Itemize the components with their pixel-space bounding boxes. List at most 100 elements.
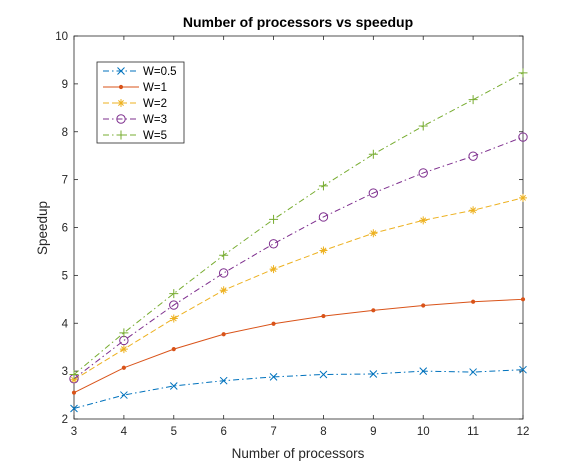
- data-point: [319, 370, 328, 379]
- x-tick-label: 6: [220, 426, 226, 438]
- data-point: [121, 365, 126, 370]
- series-W=2: [70, 193, 527, 384]
- legend-entry: W=5: [103, 130, 167, 142]
- x-tick-label: 5: [171, 426, 177, 438]
- legend-entry: W=1: [103, 82, 167, 94]
- legend-marker: [116, 130, 126, 140]
- data-point: [321, 313, 326, 319]
- data-point: [171, 347, 176, 352]
- data-point: [369, 229, 378, 238]
- series-line: [73, 197, 524, 381]
- series-line: [73, 298, 524, 394]
- data-point: [169, 289, 179, 299]
- data-point: [469, 368, 477, 376]
- chart-title: Number of processors vs speedup: [183, 14, 413, 30]
- data-point: [219, 376, 228, 385]
- legend-label: W=1: [143, 82, 167, 94]
- x-tick-label: 3: [71, 426, 77, 438]
- legend-entries: W=0.5 W=1 W=2 W=3 W=5: [103, 66, 177, 142]
- series-W=0.5: [70, 365, 527, 413]
- legend-marker: [117, 67, 125, 75]
- data-point: [219, 250, 229, 260]
- data-point: [269, 265, 278, 274]
- legend-box: [96, 61, 185, 144]
- data-point: [518, 68, 528, 78]
- data-point: [518, 132, 528, 142]
- data-point: [419, 367, 428, 375]
- data-point: [418, 168, 428, 178]
- y-tick-label: 3: [62, 366, 68, 378]
- data-point: [271, 321, 276, 326]
- legend: W=0.5 W=1 W=2 W=3 W=5: [96, 61, 185, 144]
- y-axis-label: Speedup: [35, 201, 50, 255]
- data-point: [419, 216, 428, 225]
- data-point: [421, 303, 426, 308]
- series-W=5: [69, 68, 528, 379]
- y-tick-label: 2: [62, 414, 68, 426]
- y-tick-label: 4: [62, 318, 69, 330]
- data-point: [169, 314, 178, 323]
- data-point: [369, 370, 378, 378]
- data-point: [218, 268, 229, 278]
- legend-marker: [118, 84, 124, 90]
- data-point: [468, 151, 478, 161]
- y-tick-label: 7: [62, 175, 68, 187]
- series-line: [73, 72, 524, 375]
- legend-marker: [116, 114, 126, 124]
- x-axis-label: Number of processors: [232, 446, 365, 461]
- series-line: [73, 136, 524, 380]
- x-tick-label: 11: [467, 426, 479, 438]
- data-point: [70, 375, 78, 384]
- data-point: [268, 239, 279, 249]
- data-point: [520, 297, 526, 302]
- y-tick-label: 6: [62, 223, 68, 235]
- series-lines: [69, 68, 528, 413]
- data-point: [469, 206, 478, 215]
- data-point: [71, 390, 77, 395]
- x-tick-label: 12: [517, 426, 530, 438]
- legend-marker: [117, 99, 125, 107]
- legend-entry: W=3: [103, 114, 167, 126]
- data-point: [471, 299, 476, 304]
- legend-entry: W=2: [103, 98, 167, 110]
- data-point: [69, 369, 79, 379]
- data-point: [368, 188, 379, 198]
- data-point: [221, 332, 226, 337]
- data-point: [371, 308, 376, 313]
- y-axis-ticks: 2 3 4 5 6 7 8 9 10: [55, 31, 523, 426]
- data-point: [418, 121, 428, 131]
- data-point: [169, 382, 178, 390]
- x-tick-label: 4: [121, 426, 128, 438]
- data-point: [119, 328, 129, 338]
- data-point: [318, 212, 329, 222]
- legend-label: W=3: [143, 114, 167, 126]
- data-point: [169, 300, 179, 310]
- x-axis-ticks: 3 4 5 6 7 8 9 10 11 12: [71, 36, 530, 438]
- legend-entry: W=0.5: [103, 66, 177, 78]
- legend-label: W=2: [143, 98, 167, 110]
- data-point: [219, 286, 228, 295]
- x-tick-label: 8: [320, 426, 326, 438]
- data-point: [519, 365, 527, 374]
- x-tick-label: 7: [270, 426, 276, 438]
- data-point: [119, 345, 128, 354]
- x-tick-label: 10: [417, 426, 430, 438]
- data-point: [368, 149, 378, 159]
- y-tick-label: 8: [62, 127, 68, 139]
- series-line: [73, 369, 524, 409]
- series-W=1: [71, 297, 526, 395]
- data-point: [120, 391, 128, 399]
- y-tick-label: 10: [55, 31, 68, 43]
- data-point: [468, 95, 478, 105]
- data-point: [519, 193, 527, 202]
- legend-label: W=0.5: [143, 66, 177, 78]
- data-point: [70, 404, 78, 413]
- legend-label: W=5: [143, 130, 167, 142]
- y-tick-label: 9: [62, 79, 68, 91]
- data-point: [269, 373, 278, 381]
- y-tick-label: 5: [62, 270, 68, 282]
- data-point: [269, 214, 279, 224]
- data-point: [319, 246, 328, 255]
- x-tick-label: 9: [370, 426, 376, 438]
